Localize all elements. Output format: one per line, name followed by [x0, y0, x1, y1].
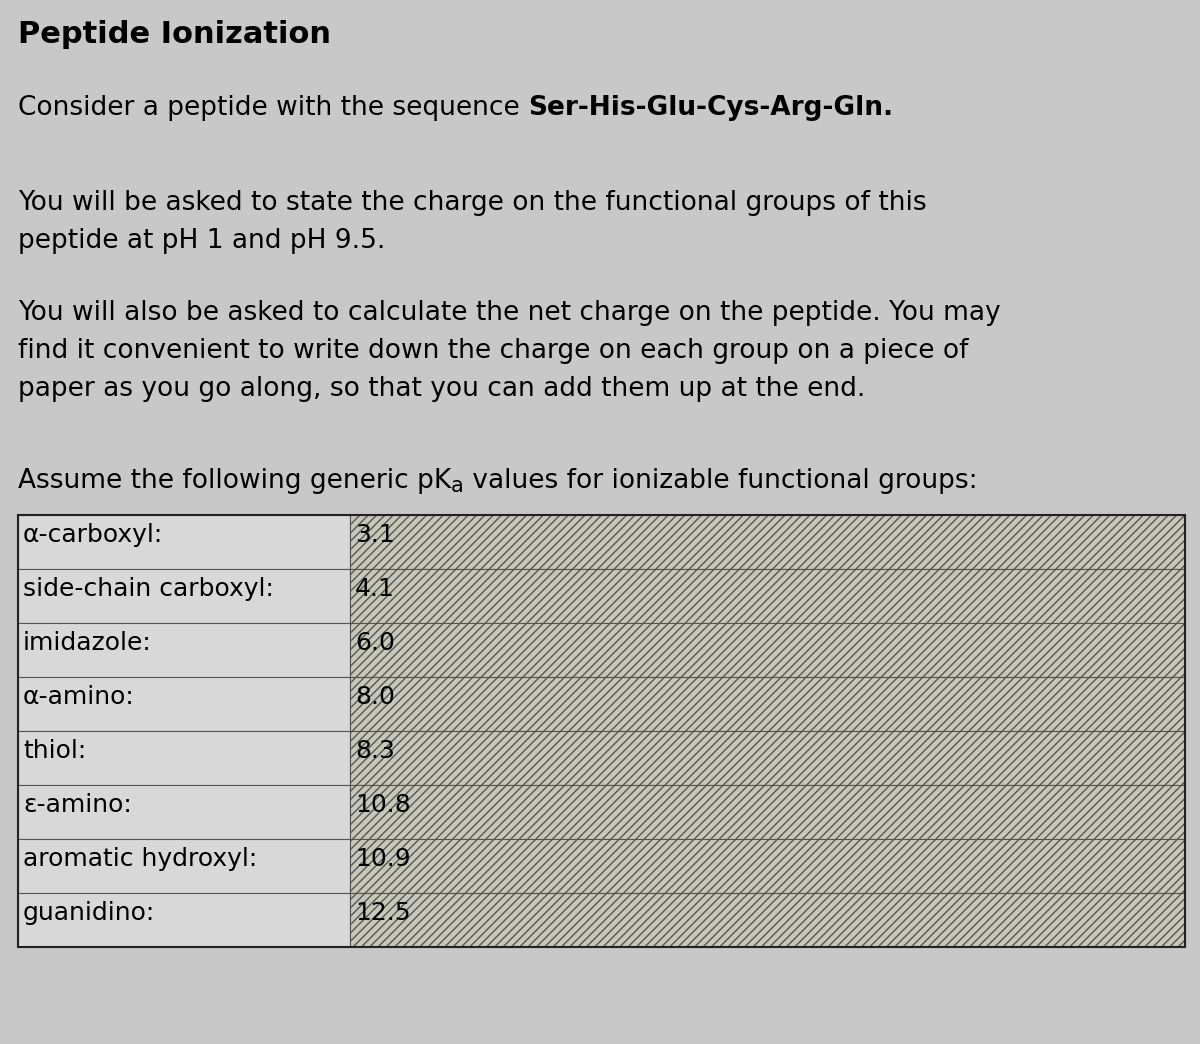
Text: paper as you go along, so that you can add them up at the end.: paper as you go along, so that you can a… — [18, 376, 865, 402]
Bar — [350, 731, 1186, 785]
Bar — [350, 785, 1186, 839]
Text: Assume the following generic pK: Assume the following generic pK — [18, 468, 451, 494]
Text: Ser-His-Glu-Cys-Arg-Gln.: Ser-His-Glu-Cys-Arg-Gln. — [528, 95, 893, 121]
Bar — [18, 569, 350, 623]
Text: side-chain carboxyl:: side-chain carboxyl: — [23, 577, 274, 601]
Text: Consider a peptide with the sequence: Consider a peptide with the sequence — [18, 95, 528, 121]
Text: 12.5: 12.5 — [355, 901, 410, 925]
Bar — [18, 677, 350, 731]
Bar — [18, 893, 350, 947]
Text: thiol:: thiol: — [23, 739, 86, 763]
Text: ε-amino:: ε-amino: — [23, 793, 132, 817]
Bar — [350, 839, 1186, 893]
Text: 3.1: 3.1 — [355, 523, 395, 547]
Text: 4.1: 4.1 — [355, 577, 395, 601]
Text: 6.0: 6.0 — [355, 631, 395, 655]
Bar — [18, 515, 350, 569]
Text: 10.9: 10.9 — [355, 847, 410, 871]
Text: You will be asked to state the charge on the functional groups of this: You will be asked to state the charge on… — [18, 190, 926, 216]
Text: 8.3: 8.3 — [355, 739, 395, 763]
Bar — [18, 839, 350, 893]
Bar — [350, 893, 1186, 947]
Bar — [350, 569, 1186, 623]
Text: values for ionizable functional groups:: values for ionizable functional groups: — [464, 468, 978, 494]
Text: find it convenient to write down the charge on each group on a piece of: find it convenient to write down the cha… — [18, 338, 968, 364]
Bar — [350, 623, 1186, 677]
Text: 8.0: 8.0 — [355, 685, 395, 709]
Bar — [18, 785, 350, 839]
Text: 10.8: 10.8 — [355, 793, 410, 817]
Text: aromatic hydroxyl:: aromatic hydroxyl: — [23, 847, 257, 871]
Text: α-carboxyl:: α-carboxyl: — [23, 523, 163, 547]
Text: guanidino:: guanidino: — [23, 901, 155, 925]
Text: peptide at pH 1 and pH 9.5.: peptide at pH 1 and pH 9.5. — [18, 228, 385, 254]
Text: a: a — [451, 476, 464, 496]
Bar — [18, 623, 350, 677]
Bar — [350, 677, 1186, 731]
Bar — [18, 731, 350, 785]
Text: Peptide Ionization: Peptide Ionization — [18, 20, 331, 49]
Bar — [350, 515, 1186, 569]
Text: α-amino:: α-amino: — [23, 685, 134, 709]
Text: You will also be asked to calculate the net charge on the peptide. You may: You will also be asked to calculate the … — [18, 300, 1001, 326]
Text: imidazole:: imidazole: — [23, 631, 151, 655]
Bar — [18, 515, 1186, 947]
